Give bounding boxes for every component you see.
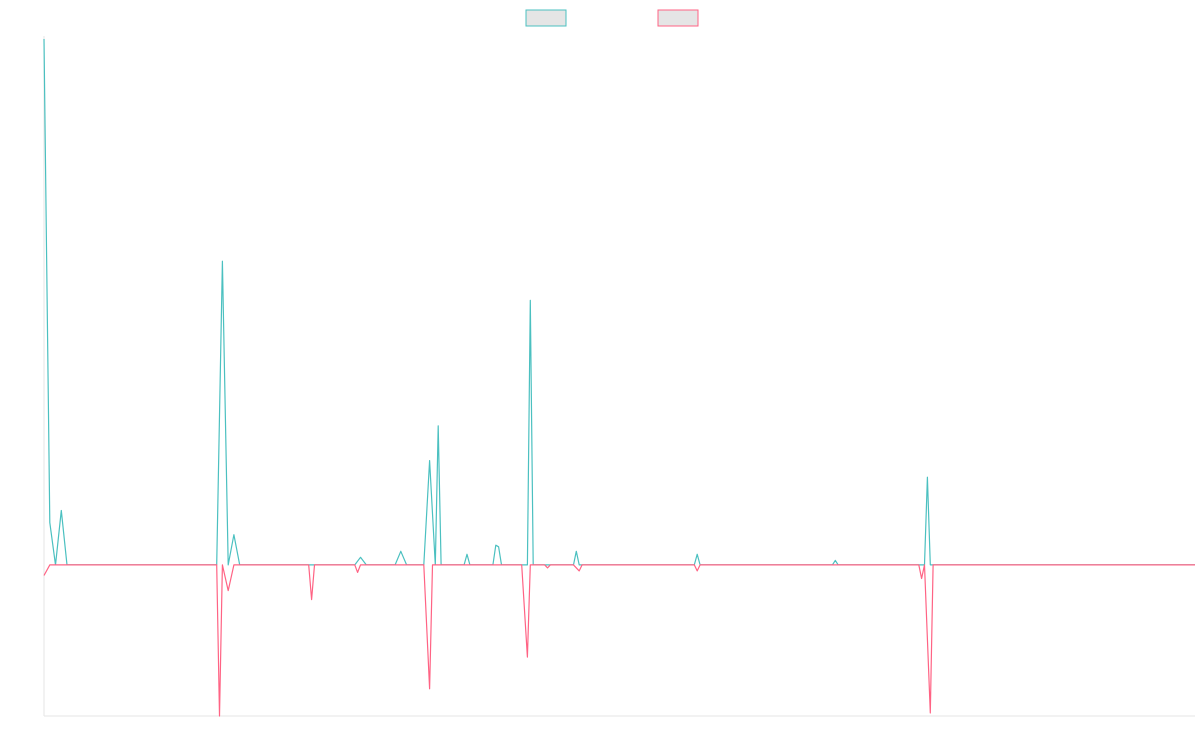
legend-swatch-1: [525, 9, 567, 27]
legend-item-1[interactable]: [525, 9, 567, 27]
legend[interactable]: [525, 9, 699, 27]
axes: [43, 36, 1195, 717]
legend-item-2[interactable]: [657, 9, 699, 27]
series-2: [43, 564, 1195, 717]
series-layer: [43, 38, 1195, 717]
series-1-line: [43, 38, 1195, 566]
legend-swatch-2: [657, 9, 699, 27]
series-2-line: [43, 564, 1195, 717]
series-1: [43, 38, 1195, 566]
